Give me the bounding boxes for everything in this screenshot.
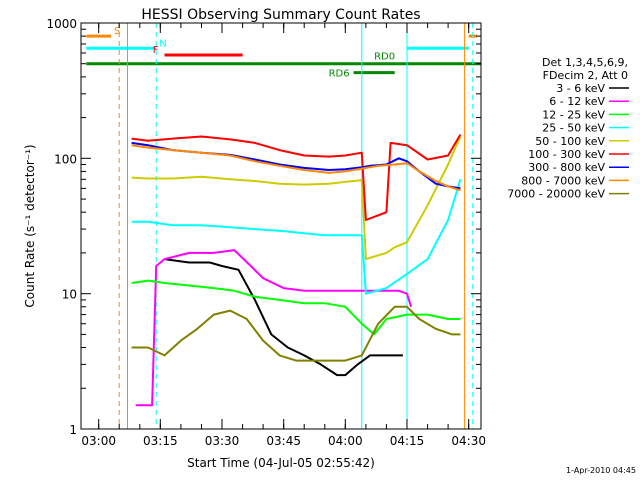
flag-label-n: N xyxy=(159,38,166,49)
legend-label-7: 800 - 7000 keV xyxy=(521,174,605,187)
x-tick-label-5: 04:15 xyxy=(390,434,425,448)
series-line-7 xyxy=(131,144,461,192)
legend-header-1: FDecim 2, Att 0 xyxy=(543,69,628,82)
series-line-0 xyxy=(164,258,403,377)
series-line-4 xyxy=(131,136,462,261)
legend-label-8: 7000 - 20000 keV xyxy=(507,188,605,201)
series-line-3 xyxy=(131,179,462,295)
y-axis-label: Count Rate (s⁻¹ detector⁻¹) xyxy=(23,144,37,307)
x-tick-label-3: 03:45 xyxy=(266,434,301,448)
plot-date-footer: 1-Apr-2010 04:45 xyxy=(566,466,636,475)
flag-label-s: S xyxy=(114,26,120,37)
series-line-1 xyxy=(135,249,413,407)
legend: Det 1,3,4,5,6,9,FDecim 2, Att 03 - 6 keV… xyxy=(507,56,629,201)
flag-label-rd0: RD0 xyxy=(374,52,395,63)
axes: 1 10 100 1000 03:00 03:15 03:30 03:45 04:00 04:15… xyxy=(46,17,486,448)
legend-label-5: 100 - 300 keV xyxy=(528,148,605,161)
legend-label-3: 25 - 50 keV xyxy=(542,122,605,135)
series-line-8 xyxy=(131,305,461,362)
x-tick-label-0: 03:00 xyxy=(81,434,116,448)
legend-label-2: 12 - 25 keV xyxy=(542,108,605,121)
series-line-5 xyxy=(131,133,462,221)
legend-header-0: Det 1,3,4,5,6,9, xyxy=(542,56,628,69)
y-tick-label-3: 1000 xyxy=(46,17,77,31)
chart-title: HESSI Observing Summary Count Rates xyxy=(141,7,420,23)
plot-frame xyxy=(80,22,482,430)
series-lines xyxy=(131,133,462,407)
x-tick-label-6: 04:30 xyxy=(451,434,486,448)
flag-label-rd6: RD6 xyxy=(329,69,350,80)
x-tick-label-1: 03:15 xyxy=(143,434,178,448)
x-axis-label: Start Time (04-Jul-05 02:55:42) xyxy=(187,456,375,470)
y-tick-label-1: 10 xyxy=(62,288,77,302)
series-line-2 xyxy=(131,279,461,336)
x-tick-label-4: 04:00 xyxy=(328,434,363,448)
y-tick-label-2: 100 xyxy=(54,152,77,166)
legend-label-4: 50 - 100 keV xyxy=(535,135,605,148)
legend-label-1: 6 - 12 keV xyxy=(549,95,605,108)
y-tick-label-0: 1 xyxy=(69,423,77,437)
legend-label-6: 300 - 800 keV xyxy=(528,161,605,174)
legend-label-0: 3 - 6 keV xyxy=(556,82,605,95)
x-tick-label-2: 03:30 xyxy=(205,434,240,448)
